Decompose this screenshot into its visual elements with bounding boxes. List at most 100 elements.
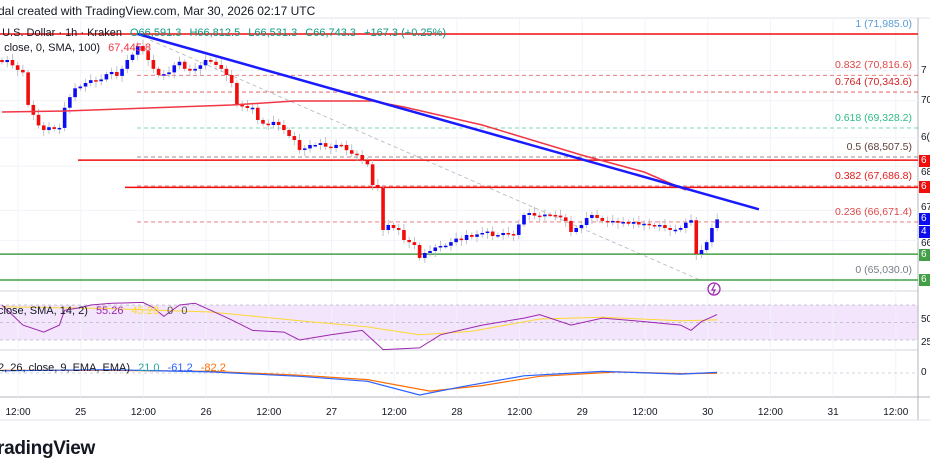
fib-level-label: 0 (65,030.0) bbox=[855, 263, 912, 276]
candle-body bbox=[172, 65, 177, 73]
candle-body bbox=[224, 68, 229, 75]
candle-body bbox=[699, 249, 704, 255]
candle-body bbox=[15, 65, 20, 70]
candle-body bbox=[412, 242, 417, 245]
candle-body bbox=[0, 59, 4, 63]
rsi-axis-tick: 25 bbox=[921, 337, 930, 348]
candle-body bbox=[490, 231, 495, 236]
candle-body bbox=[715, 219, 719, 229]
rsi-line bbox=[1, 301, 718, 351]
symbol-legend: / U.S. Dollar · 1h · Kraken O66,591.3 H6… bbox=[0, 27, 451, 40]
candle-body bbox=[376, 184, 380, 189]
candle-body bbox=[621, 221, 625, 224]
candle-body bbox=[480, 232, 485, 235]
candle-body bbox=[574, 228, 578, 233]
macd-legend: 2, 26, close, 9, EMA, EMA) 21.0 -61.2 -8… bbox=[0, 362, 231, 375]
rsi-ma-line bbox=[1, 306, 718, 336]
candle-body bbox=[229, 74, 234, 83]
candle-body bbox=[245, 105, 250, 108]
candle-body bbox=[47, 127, 51, 131]
candle-body bbox=[590, 214, 594, 218]
rsi-zero-1: 0 bbox=[167, 305, 174, 317]
candle-body bbox=[647, 223, 652, 226]
time-axis-label: 26 bbox=[200, 407, 212, 418]
fib-level-label: 1 (71,985.0) bbox=[855, 18, 912, 30]
ohlc-open: O66,591.3 bbox=[130, 27, 182, 39]
candle-body bbox=[475, 234, 479, 237]
lightning-icon bbox=[711, 283, 716, 295]
price-axis-tag: 6 bbox=[919, 154, 930, 167]
candle-body bbox=[162, 74, 166, 76]
candle-body bbox=[94, 80, 98, 82]
candle-body bbox=[595, 214, 599, 218]
candle-body bbox=[235, 82, 239, 105]
time-axis-label: 12:00 bbox=[5, 407, 31, 418]
rsi-ma-value: 45.28 bbox=[131, 305, 160, 317]
ohlc-high: H66,812.5 bbox=[189, 27, 241, 39]
candle-body bbox=[428, 250, 432, 253]
sma-value: 67,445.8 bbox=[108, 42, 151, 54]
price-axis-tick: 6( bbox=[921, 132, 930, 144]
candle-body bbox=[668, 228, 672, 230]
candle-body bbox=[308, 144, 312, 149]
fib-level-label: 0.236 (66,671.4) bbox=[834, 205, 912, 218]
candle-body bbox=[605, 220, 610, 223]
flash-event-icon bbox=[707, 282, 721, 296]
candle-body bbox=[689, 220, 693, 223]
time-axis-label: 12:00 bbox=[632, 407, 658, 418]
candle-body bbox=[496, 235, 500, 237]
candle-body bbox=[642, 223, 646, 226]
symbol-name: / U.S. Dollar · 1h · Kraken bbox=[0, 27, 122, 39]
candle-body bbox=[57, 127, 62, 130]
price-axis-tick: 66 bbox=[921, 237, 930, 249]
rsi-params: close, SMA, 14, 2) bbox=[0, 305, 88, 317]
candle-body bbox=[684, 222, 688, 229]
candle-body bbox=[522, 214, 526, 225]
candle-body bbox=[68, 97, 72, 108]
candle-body bbox=[146, 51, 150, 60]
rsi-axis-tick: 50 bbox=[921, 314, 930, 325]
macd-signal-value: -82.2 bbox=[200, 362, 226, 374]
candle-body bbox=[115, 71, 119, 76]
price-axis-tag: 6 bbox=[919, 248, 930, 261]
candle-body bbox=[292, 136, 297, 141]
sma-params: , close, 0, SMA, 100) bbox=[0, 42, 101, 54]
candle-body bbox=[297, 140, 302, 150]
candle-body bbox=[88, 80, 93, 83]
candle-body bbox=[355, 153, 359, 156]
candle-body bbox=[443, 245, 448, 248]
candle-body bbox=[417, 244, 422, 258]
price-axis-tick: 68 bbox=[921, 166, 930, 178]
candle-body bbox=[177, 61, 182, 66]
candle-body bbox=[344, 144, 349, 151]
time-axis-label: 12:00 bbox=[757, 407, 783, 418]
price-axis-tag: 6 bbox=[919, 181, 930, 194]
time-axis-label: 28 bbox=[451, 407, 463, 418]
candle-body bbox=[579, 224, 584, 229]
time-axis-label: 31 bbox=[827, 407, 839, 418]
candle-body bbox=[125, 59, 130, 69]
candle-body bbox=[10, 59, 15, 66]
candle-body bbox=[626, 221, 631, 224]
macd-histogram-value: 21.0 bbox=[138, 362, 160, 374]
candle-body bbox=[657, 224, 662, 227]
candle-body bbox=[673, 229, 678, 232]
price-axis-tick: 67 bbox=[921, 202, 930, 214]
price-axis-tag: 6 bbox=[919, 213, 930, 226]
candle-body bbox=[130, 54, 135, 60]
candle-body bbox=[663, 224, 667, 229]
candle-body bbox=[610, 220, 615, 223]
candle-body bbox=[83, 82, 88, 87]
candle-body bbox=[318, 143, 323, 145]
candle-body bbox=[141, 45, 145, 52]
candle-body bbox=[240, 104, 244, 107]
ohlc-low: L66,531.3 bbox=[248, 27, 298, 39]
time-axis-label: 12:00 bbox=[381, 407, 407, 418]
candle-body bbox=[339, 144, 344, 147]
candle-body bbox=[558, 215, 563, 218]
candle-body bbox=[109, 71, 114, 75]
candle-body bbox=[506, 232, 511, 235]
candle-body bbox=[631, 221, 636, 224]
candle-body bbox=[485, 231, 490, 234]
